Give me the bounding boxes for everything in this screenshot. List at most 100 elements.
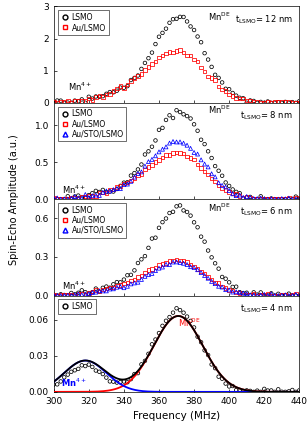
Point	[195, 33, 200, 40]
Point	[216, 74, 221, 81]
Point	[251, 195, 256, 202]
Point	[255, 195, 260, 202]
Point	[206, 275, 211, 282]
Point	[297, 292, 302, 299]
Point	[202, 141, 207, 148]
Point	[192, 149, 196, 156]
Point	[283, 195, 288, 202]
Point	[181, 257, 186, 264]
Point	[150, 61, 154, 68]
Point	[164, 317, 169, 324]
Point	[188, 263, 193, 270]
Point	[188, 261, 193, 268]
Point	[241, 290, 246, 297]
Point	[125, 179, 130, 186]
Point	[104, 190, 109, 197]
Point	[97, 368, 102, 375]
Point	[122, 284, 126, 291]
Point	[195, 224, 200, 231]
Legend: LSMO, Au/LSMO, Au/STO/LSMO: LSMO, Au/LSMO, Au/STO/LSMO	[57, 107, 126, 141]
Point	[216, 283, 221, 290]
Point	[142, 163, 147, 170]
Point	[86, 361, 91, 368]
Point	[293, 291, 298, 298]
Point	[55, 97, 60, 104]
Point	[234, 92, 239, 99]
Point	[181, 13, 186, 20]
Point	[55, 381, 60, 388]
Point	[216, 182, 221, 189]
Point	[65, 291, 70, 298]
Point	[188, 115, 193, 122]
Point	[139, 276, 144, 283]
Point	[192, 121, 196, 128]
Point	[115, 284, 119, 291]
Point	[283, 291, 288, 298]
Point	[51, 99, 56, 106]
Point	[107, 378, 112, 385]
Point	[100, 187, 105, 194]
Point	[213, 365, 218, 372]
Point	[62, 374, 67, 381]
Point	[227, 187, 231, 194]
Point	[51, 291, 56, 298]
Point	[132, 74, 137, 81]
Text: t$_{\rm LSMO}$= 4 nm: t$_{\rm LSMO}$= 4 nm	[240, 302, 293, 315]
Point	[272, 292, 277, 299]
Point	[76, 97, 81, 104]
Point	[157, 126, 161, 133]
Point	[272, 99, 277, 106]
Point	[188, 155, 193, 162]
Point	[153, 267, 158, 274]
Point	[258, 98, 263, 105]
Point	[174, 259, 179, 265]
Point	[62, 98, 67, 105]
Point	[93, 367, 98, 374]
Legend: LSMO, Au/LSMO: LSMO, Au/LSMO	[57, 10, 109, 35]
Point	[118, 83, 123, 90]
Point	[79, 96, 84, 103]
Point	[255, 291, 260, 298]
Point	[164, 215, 169, 222]
Point	[125, 181, 130, 187]
Point	[58, 196, 63, 203]
Point	[142, 252, 147, 259]
Point	[100, 371, 105, 378]
Point	[167, 210, 172, 216]
Point	[58, 378, 63, 385]
Point	[62, 195, 67, 202]
Point	[230, 284, 235, 291]
Point	[132, 267, 137, 274]
Point	[69, 195, 74, 202]
Point	[139, 256, 144, 263]
Point	[135, 274, 140, 281]
Point	[79, 194, 84, 200]
Point	[227, 279, 231, 286]
Point	[185, 153, 189, 160]
Point	[139, 361, 144, 368]
Point	[69, 196, 74, 203]
Point	[93, 289, 98, 296]
Point	[206, 247, 211, 254]
Point	[65, 292, 70, 299]
Point	[241, 291, 246, 298]
Point	[283, 292, 288, 299]
Point	[160, 154, 165, 161]
Point	[111, 186, 116, 193]
Point	[248, 194, 253, 200]
Point	[122, 276, 126, 283]
Point	[272, 196, 277, 203]
Point	[171, 309, 176, 316]
Point	[69, 290, 74, 297]
Point	[167, 258, 172, 265]
Point	[58, 97, 63, 104]
Point	[107, 186, 112, 193]
Point	[135, 73, 140, 80]
Point	[188, 212, 193, 219]
Point	[209, 361, 214, 368]
Point	[177, 307, 182, 313]
Point	[283, 195, 288, 202]
Point	[93, 93, 98, 100]
Point	[237, 289, 242, 296]
Point	[128, 281, 133, 288]
